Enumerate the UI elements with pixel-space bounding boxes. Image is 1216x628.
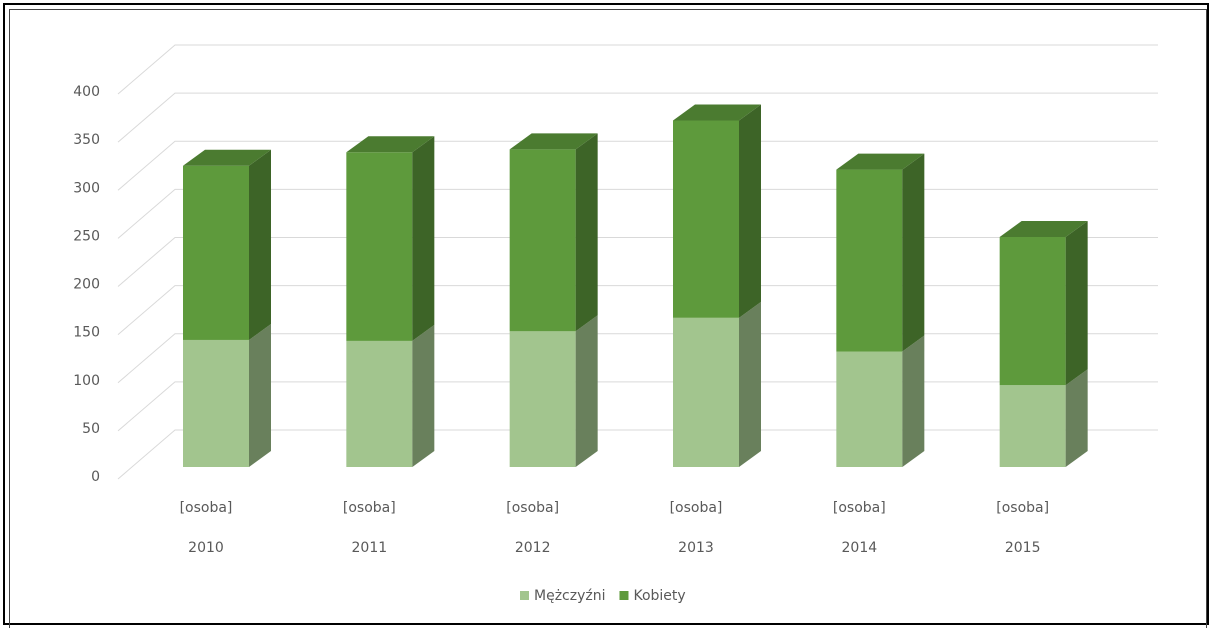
y-tick-label: 0 <box>91 469 100 485</box>
legend-swatch <box>520 591 529 600</box>
bar-side <box>902 153 925 352</box>
grid-line <box>117 140 1158 191</box>
bar-front <box>673 317 739 467</box>
grid-line <box>117 188 1158 239</box>
legend-label: Kobiety <box>633 588 685 604</box>
legend-swatch <box>619 591 629 600</box>
bar-side <box>575 315 598 467</box>
x-tick-label: 2013 <box>678 540 714 556</box>
x-tick-label: 2012 <box>515 540 551 556</box>
x-tick-label: [osoba] <box>996 500 1049 516</box>
frame <box>3 3 1209 625</box>
x-tick-label: [osoba] <box>670 500 723 516</box>
y-tick-label: 300 <box>73 180 100 196</box>
grid-line <box>117 92 1158 143</box>
bar-side <box>1065 220 1088 386</box>
bar-front <box>999 385 1066 467</box>
bar-top <box>673 104 761 121</box>
bar-side <box>739 104 761 318</box>
bar-front <box>836 169 903 352</box>
bar-front <box>673 120 739 318</box>
y-tick-label: 150 <box>73 325 100 341</box>
grid-line <box>117 381 1158 432</box>
x-tick-label: [osoba] <box>833 500 886 516</box>
grid-line <box>117 44 1158 95</box>
bar-top <box>836 153 925 170</box>
x-tick-label: 2014 <box>842 540 878 556</box>
y-tick-label: 200 <box>73 277 100 293</box>
y-tick-label: 100 <box>73 373 100 389</box>
bar-side <box>1065 369 1088 467</box>
bar-top <box>999 220 1088 237</box>
bar-side <box>575 133 598 332</box>
inner-frame <box>9 9 1207 628</box>
bar-top <box>183 149 271 166</box>
y-tick-label: 250 <box>73 228 100 244</box>
bar-top <box>509 133 598 150</box>
bar-front <box>509 149 576 332</box>
grid-line <box>117 429 1158 480</box>
bar-side <box>412 324 435 467</box>
x-tick-label: [osoba] <box>180 500 233 516</box>
y-tick-label: 400 <box>73 84 100 100</box>
x-tick-label: 2015 <box>1005 540 1041 556</box>
bar-side <box>902 335 925 467</box>
bar-side <box>739 301 761 467</box>
bar-front <box>346 152 413 341</box>
bar-side <box>249 149 271 340</box>
bar-front <box>183 339 249 467</box>
grid-line <box>117 333 1158 384</box>
bar-side <box>249 323 271 467</box>
bar-top <box>346 136 435 153</box>
bar-front <box>183 165 249 340</box>
y-tick-label: 350 <box>73 132 100 148</box>
legend-label: Mężczyźni <box>534 588 605 604</box>
grid-line <box>117 237 1158 287</box>
x-tick-label: 2011 <box>352 540 388 556</box>
x-tick-label: [osoba] <box>343 500 396 516</box>
bar-front <box>999 236 1066 386</box>
x-tick-label: [osoba] <box>506 500 559 516</box>
bar-front <box>509 331 576 467</box>
y-tick-label: 50 <box>82 421 100 437</box>
bar-side <box>412 136 435 341</box>
x-tick-label: 2010 <box>188 540 224 556</box>
grid-line <box>117 285 1158 336</box>
bar-front <box>836 351 903 467</box>
bar-front <box>346 340 413 467</box>
